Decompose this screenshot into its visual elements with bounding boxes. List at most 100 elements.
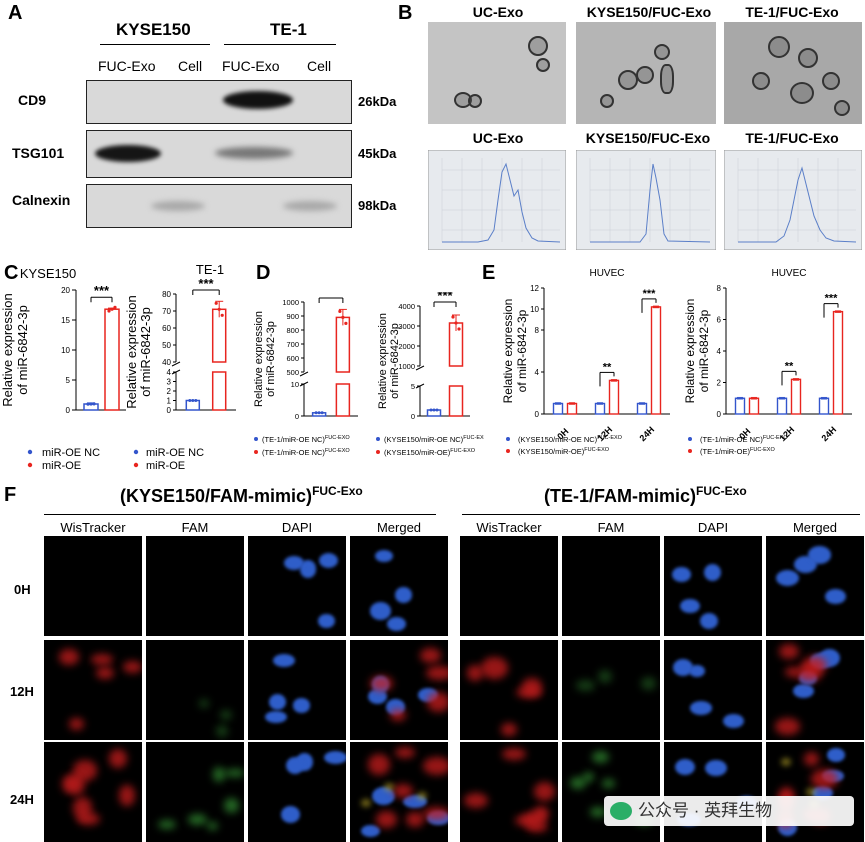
bar <box>776 397 788 415</box>
y-tick-label: 10 <box>61 346 70 355</box>
fluorescent-signal <box>395 746 415 759</box>
chart-title: KYSE150 <box>20 266 76 281</box>
data-point <box>194 399 198 402</box>
data-point <box>600 402 604 405</box>
group-te1: TE-1 <box>270 20 307 39</box>
fluorescent-signal <box>361 825 381 838</box>
fluorescent-signal <box>723 714 745 729</box>
y-tick-label: 15 <box>61 316 70 325</box>
fluorescent-signal <box>292 698 311 713</box>
band <box>223 91 293 109</box>
data-point <box>610 379 614 382</box>
blot-tsg101 <box>86 130 352 178</box>
fluorescent-signal <box>426 692 448 712</box>
mw-calnexin: 98kDa <box>358 198 397 213</box>
bar <box>104 308 120 411</box>
data-point <box>188 399 192 402</box>
y-tick-label: 4 <box>535 368 540 377</box>
data-point <box>750 396 754 400</box>
data-point <box>214 301 218 305</box>
micrograph-wistracker <box>460 640 558 740</box>
bar <box>608 379 620 415</box>
legend-marker <box>133 462 139 468</box>
fluorescent-signal <box>826 748 845 762</box>
band <box>151 201 205 211</box>
row-label-cd9: CD9 <box>18 92 47 108</box>
nta-title-1: UC-Exo <box>472 130 524 146</box>
y-axis-label: of miR-6842-3p <box>265 321 277 397</box>
legend-superscript: FUC-EXO <box>584 447 609 453</box>
chart-title: HUVEC <box>771 268 806 279</box>
micrograph-dapi <box>664 536 762 636</box>
fluorescent-signal <box>774 718 801 735</box>
legend-marker <box>133 449 139 455</box>
legend-label: (KYSE150/miR-OE)FUC-EXO <box>384 448 476 457</box>
mw-cd9: 26kDa <box>358 94 397 109</box>
nta-title-2: KYSE150/FUC-Exo <box>585 130 711 146</box>
vesicle <box>752 72 770 90</box>
fluorescent-signal <box>216 724 228 737</box>
data-point <box>338 309 342 313</box>
fluorescent-signal <box>689 701 712 715</box>
y-tick-label: 5 <box>411 382 415 391</box>
legend-superscript: FUC-EXO <box>763 435 788 441</box>
data-point <box>642 402 646 405</box>
fluorescent-signal <box>422 807 448 821</box>
fluorescent-signal <box>67 773 85 795</box>
y-tick-label: 8 <box>717 284 722 293</box>
axis-break <box>299 371 309 377</box>
group-title-right: (TE-1/FAM-mimic)FUC-Exo <box>544 484 747 507</box>
micrograph-fam <box>146 640 244 740</box>
fluorescent-signal <box>825 588 846 604</box>
fluorescent-signal <box>502 747 526 761</box>
channel-wistracker-left: WisTracker <box>60 520 126 535</box>
fluorescent-signal <box>801 655 828 674</box>
micrograph-dapi <box>248 536 346 636</box>
fluorescent-signal <box>792 683 815 698</box>
fluorescent-signal <box>369 602 391 620</box>
legend-label: (TE-1/miR-OE)FUC-EXO <box>700 447 775 456</box>
significance-label: ** <box>785 360 794 372</box>
axis-break <box>415 365 425 371</box>
data-point <box>558 402 562 405</box>
tem-title-1: UC-Exo <box>472 4 524 20</box>
tem-title-3: TE-1/FUC-Exo <box>745 4 839 20</box>
mw-tsg101: 45kDa <box>358 146 397 161</box>
micrograph-merged <box>766 536 864 636</box>
nta-histogram-te1 <box>724 150 862 250</box>
bar <box>748 397 760 415</box>
micrograph-wistracker <box>44 640 142 740</box>
fluorescent-signal <box>533 781 556 801</box>
vesicle <box>536 58 550 72</box>
fluorescent-signal <box>96 666 115 679</box>
y-tick-label: 0 <box>535 410 540 419</box>
watermark: 公众号 · 英拜生物 <box>604 796 854 826</box>
data-point <box>220 313 224 317</box>
micrograph-wistracker <box>460 742 558 842</box>
group-kyse150: KYSE150 <box>116 20 191 39</box>
group-title-right-text: (TE-1/FAM-mimic) <box>544 486 697 506</box>
group-underline-left <box>44 514 436 515</box>
fluorescent-signal <box>119 785 135 807</box>
fluorescent-signal <box>368 754 391 775</box>
y-tick-label: 3 <box>167 378 172 387</box>
legend-label: (TE-1/miR-OE NC)FUC-EXO <box>262 448 350 457</box>
legend-marker <box>506 437 510 441</box>
data-point <box>86 402 90 406</box>
vesicle <box>798 48 818 68</box>
micrograph-fam <box>562 536 660 636</box>
data-point <box>838 310 842 314</box>
col-label-4: Cell <box>307 58 332 74</box>
fluorescent-signal <box>369 676 394 691</box>
y-axis-label: of miR-6842-3p <box>138 307 153 397</box>
micrograph-wistracker <box>44 742 142 842</box>
significance-label: *** <box>643 288 657 300</box>
legend-marker <box>376 450 380 454</box>
data-point <box>640 402 644 405</box>
vesicle <box>468 94 482 108</box>
timepoint-0h: 0H <box>14 582 31 597</box>
chart-e-kyse150: HUVEC Relative expression of miR-6842-3p 0 4… <box>501 268 670 456</box>
chart-title: HUVEC <box>589 268 624 279</box>
y-tick-label: 2000 <box>398 342 415 351</box>
vesicle <box>618 70 638 90</box>
